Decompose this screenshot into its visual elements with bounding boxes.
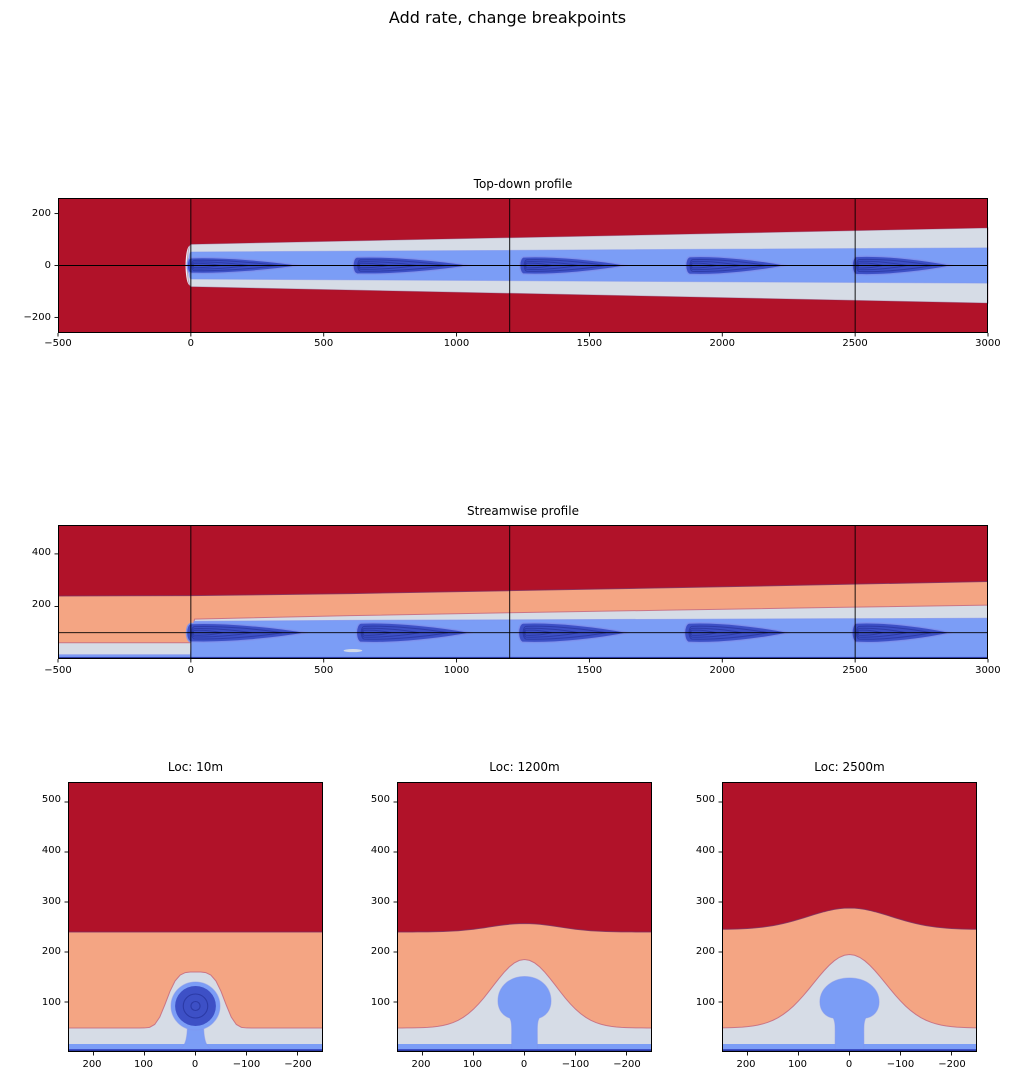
tick-label: 1000 (443, 338, 470, 349)
tick-label: 100 (695, 997, 715, 1008)
tick-label: 3000 (975, 338, 1001, 349)
cross-10m-title: Loc: 10m (167, 760, 224, 774)
band-boundary (721, 907, 978, 930)
axis-frame (722, 782, 977, 1052)
tick-label: 2500 (842, 665, 868, 676)
tick-label: 200 (411, 1059, 431, 1070)
tick-label: 1500 (576, 338, 603, 349)
tick-label: 200 (736, 1059, 756, 1070)
plume-mushroom (819, 977, 880, 1051)
pulse-contour-line (522, 625, 606, 640)
axis-frame (58, 198, 988, 333)
band-boundary (721, 953, 978, 1029)
tick-label: −500 (44, 665, 72, 676)
topdown-xtick-labels: −500 0 500 1000 1500 2000 2500 3000 (28, 338, 1015, 349)
axis-frame (58, 525, 988, 659)
cross-10m-plot (64, 782, 323, 1056)
pulse-contour-line (357, 259, 447, 272)
pulse-contour-line (688, 625, 768, 640)
cross-2500m-title: Loc: 2500m (814, 760, 885, 774)
tick-label: 0 (191, 1059, 199, 1070)
tick-label: 200 (31, 208, 51, 219)
pulse-contour-line (523, 259, 606, 272)
tick-label: 500 (370, 794, 390, 805)
tick-label: 400 (695, 844, 715, 856)
tick-label: 500 (41, 794, 61, 805)
cross-2500m-plot (718, 782, 978, 1056)
tick-label: 0 (520, 1059, 528, 1070)
tick-label: 200 (695, 946, 715, 958)
tick-label: 500 (314, 665, 334, 676)
tick-label: 2000 (709, 338, 735, 349)
pulse-contour-line (855, 258, 933, 273)
tick-label: −100 (561, 1059, 590, 1070)
tick-label: 100 (370, 997, 390, 1008)
tick-label: 200 (82, 1059, 102, 1070)
tick-label: 0 (44, 260, 51, 271)
tick-label: 500 (695, 794, 715, 805)
cross-1200m-xtick-labels: 200 100 0 −100 −200 (396, 1059, 652, 1070)
tick-label: 500 (314, 338, 334, 349)
topdown-ytick-labels: 200 0 −200 (0, 207, 51, 325)
tick-label: 2000 (709, 665, 735, 676)
plume-mushroom (497, 975, 552, 1051)
tick-label: 300 (370, 895, 390, 907)
tick-label: 200 (41, 946, 61, 958)
cross-2500m-ytick-labels: 500 400 300 200 100 (655, 793, 715, 1010)
band-boundary (68, 971, 323, 1029)
core-ring (190, 1000, 201, 1012)
pulse-contour-line (360, 625, 449, 640)
cross-10m-ytick-labels: 500 400 300 200 100 (0, 793, 61, 1010)
plume-core (175, 986, 216, 1026)
pulse-contour-line (689, 258, 767, 273)
topdown-plot (54, 198, 989, 337)
figure-title: Add rate, change breakpoints (388, 8, 627, 27)
streamwise-xtick-labels: −500 0 500 1000 1500 2000 2500 3000 (28, 665, 1015, 676)
streamwise-ytick-labels: 400 200 (0, 546, 51, 612)
pulse-contour-line (191, 259, 277, 272)
core-ring (182, 993, 209, 1019)
tick-label: 100 (133, 1059, 154, 1070)
axis-frame (68, 782, 323, 1052)
tick-label: −100 (886, 1059, 915, 1070)
tick-label: 0 (187, 338, 195, 349)
cross-1200m-plot (393, 782, 653, 1056)
tick-label: −100 (232, 1059, 261, 1070)
tick-label: −200 (938, 1059, 966, 1070)
tick-label: 200 (31, 599, 51, 610)
band-boundary (396, 958, 653, 1029)
pulse-contour-line (855, 625, 932, 640)
tick-label: 2500 (842, 338, 868, 349)
tick-label: 300 (41, 895, 61, 907)
band-boundary (396, 922, 653, 933)
tick-label: −200 (284, 1059, 312, 1070)
tick-label: −500 (44, 338, 72, 349)
cross-1200m-ytick-labels: 500 400 300 200 100 (330, 793, 390, 1010)
streamwise-title: Streamwise profile (467, 504, 579, 518)
topdown-title: Top-down profile (473, 177, 573, 191)
tick-label: −200 (23, 312, 51, 323)
tick-label: 100 (787, 1059, 808, 1070)
pulse-contour-line (190, 625, 283, 640)
cross-1200m-title: Loc: 1200m (489, 760, 560, 774)
tick-label: 1000 (443, 665, 470, 676)
axis-frame (397, 782, 652, 1052)
tick-label: 100 (41, 997, 61, 1008)
tick-label: 100 (462, 1059, 483, 1070)
tick-label: 400 (41, 844, 61, 856)
tick-label: 3000 (975, 665, 1001, 676)
lavender-sliver (343, 649, 363, 653)
cross-2500m-xtick-labels: 200 100 0 −100 −200 (721, 1059, 977, 1070)
tick-label: 300 (695, 895, 715, 907)
tick-label: 400 (31, 547, 51, 558)
streamwise-plot (54, 525, 989, 663)
cross-10m-xtick-labels: 200 100 0 −100 −200 (67, 1059, 323, 1070)
tick-label: −200 (613, 1059, 641, 1070)
tick-label: 200 (370, 946, 390, 958)
tick-label: 1500 (576, 665, 603, 676)
tick-label: 0 (187, 665, 195, 676)
tick-label: 400 (370, 844, 390, 856)
tick-label: 0 (845, 1059, 853, 1070)
